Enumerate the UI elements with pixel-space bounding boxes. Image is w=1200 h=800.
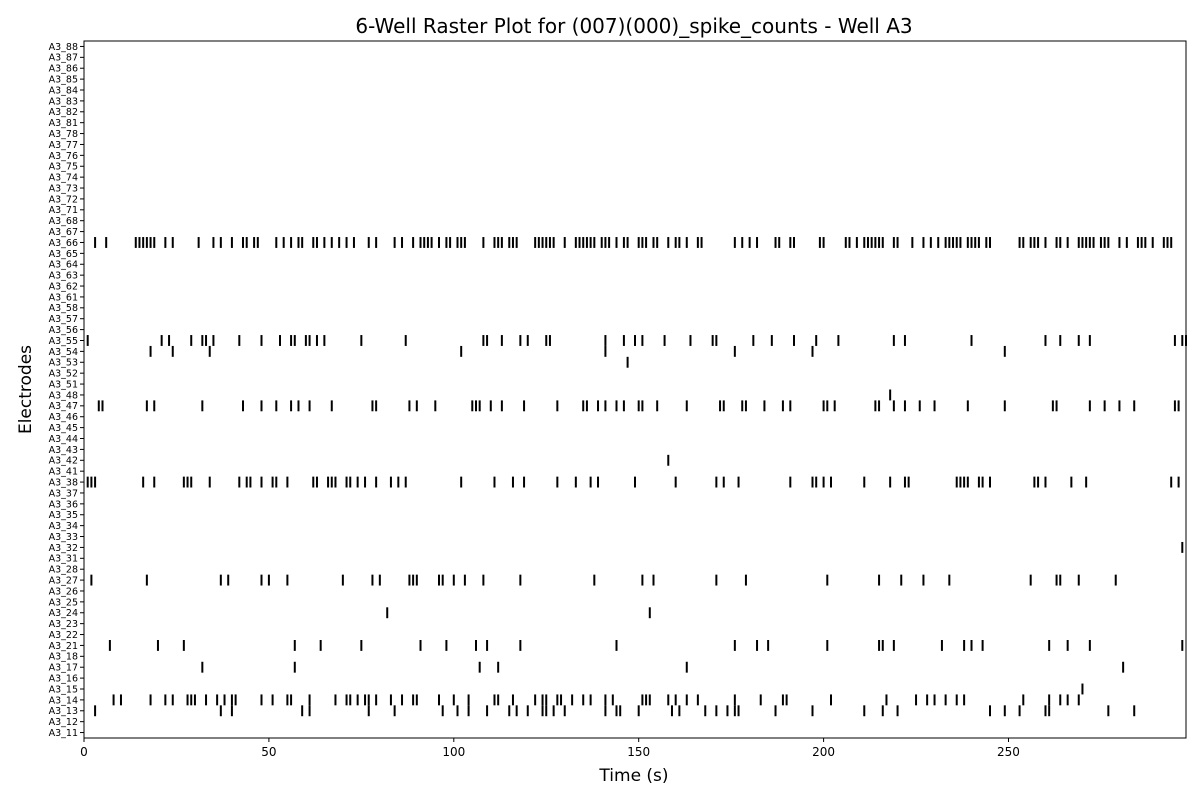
y-tick-label: A3_56 [49, 325, 78, 336]
x-tick-label: 0 [80, 745, 88, 759]
y-tick-label: A3_37 [49, 488, 78, 499]
y-tick-label: A3_62 [49, 281, 78, 292]
y-tick-label: A3_68 [49, 216, 78, 227]
spike-row-a3-17 [201, 661, 1125, 673]
y-tick-label: A3_45 [49, 423, 78, 434]
y-tick-label: A3_31 [49, 554, 78, 565]
spike-row-a3-54 [149, 345, 1006, 357]
y-tick-label: A3_12 [49, 717, 78, 728]
y-tick-label: A3_73 [49, 183, 78, 194]
y-tick-label: A3_14 [49, 695, 78, 706]
y-axis-label: Electrodes [16, 345, 36, 434]
y-tick-label: A3_21 [49, 641, 78, 652]
y-tick-label: A3_66 [49, 238, 78, 249]
y-tick-label: A3_23 [49, 619, 78, 630]
y-tick-label: A3_54 [49, 347, 78, 358]
plot-area [83, 40, 1187, 739]
y-tick-label: A3_77 [49, 140, 78, 151]
y-tick-label: A3_34 [49, 521, 78, 532]
y-tick-label: A3_61 [49, 292, 78, 303]
y-tick-label: A3_63 [49, 271, 78, 282]
x-tick-label: 100 [442, 745, 465, 759]
y-tick-label: A3_78 [49, 129, 78, 140]
y-tick-label: A3_84 [49, 85, 78, 96]
plot-frame [83, 40, 1187, 739]
y-tick-label: A3_52 [49, 369, 78, 380]
y-tick-label: A3_22 [49, 630, 78, 641]
y-tick-label: A3_76 [49, 151, 78, 162]
y-tick-label: A3_51 [49, 379, 78, 390]
y-tick-label: A3_48 [49, 390, 78, 401]
x-tick-label: 200 [812, 745, 835, 759]
y-tick-label: A3_35 [49, 510, 78, 521]
y-tick-label: A3_58 [49, 303, 78, 314]
y-tick-label: A3_13 [49, 706, 78, 717]
y-tick-label: A3_25 [49, 597, 78, 608]
y-tick-label: A3_65 [49, 249, 78, 260]
y-tick-label: A3_46 [49, 412, 78, 423]
y-tick-label: A3_32 [49, 543, 78, 554]
y-tick-label: A3_11 [49, 728, 78, 739]
y-tick-label: A3_17 [49, 663, 78, 674]
y-tick-label: A3_71 [49, 205, 78, 216]
spike-row-a3-55 [86, 335, 1187, 346]
y-tick-label: A3_81 [49, 118, 78, 129]
spike-row-a3-47 [97, 400, 1180, 412]
y-tick-label: A3_43 [49, 445, 78, 456]
y-tick-label: A3_36 [49, 499, 78, 510]
y-tick-label: A3_44 [49, 434, 78, 445]
y-tick-label: A3_18 [49, 652, 78, 663]
y-tick-label: A3_75 [49, 162, 78, 173]
x-axis: 0 50 100 150 200 250 [80, 738, 1020, 759]
y-tick-label: A3_33 [49, 532, 78, 543]
y-tick-label: A3_27 [49, 575, 78, 586]
y-tick-label: A3_72 [49, 194, 78, 205]
y-tick-label: A3_28 [49, 565, 78, 576]
y-tick-label: A3_53 [49, 358, 78, 369]
spike-layer [86, 237, 1187, 717]
y-tick-label: A3_41 [49, 467, 78, 478]
y-tick-label: A3_67 [49, 227, 78, 238]
y-axis: A3_11A3_12A3_13A3_14A3_15A3_16A3_17A3_18… [49, 42, 84, 739]
spike-row-a3-38 [86, 476, 1180, 488]
spike-row-a3-66 [94, 237, 1173, 248]
x-tick-label: 150 [627, 745, 650, 759]
y-tick-label: A3_82 [49, 107, 78, 118]
spike-row-a3-14 [112, 694, 1080, 706]
spike-row-a3-27 [90, 574, 1117, 586]
y-tick-label: A3_87 [49, 53, 78, 64]
chart-title: 6-Well Raster Plot for (007)(000)_spike_… [355, 14, 912, 38]
spike-row-a3-21 [108, 639, 1184, 651]
y-tick-label: A3_88 [49, 42, 78, 53]
y-tick-label: A3_16 [49, 674, 78, 685]
y-tick-label: A3_57 [49, 314, 78, 325]
y-tick-label: A3_64 [49, 260, 78, 271]
x-axis-label: Time (s) [598, 766, 668, 786]
y-tick-label: A3_85 [49, 75, 78, 86]
y-tick-label: A3_55 [49, 336, 78, 347]
y-tick-label: A3_86 [49, 64, 78, 75]
y-tick-label: A3_26 [49, 586, 78, 597]
x-tick-label: 250 [997, 745, 1020, 759]
x-tick-label: 50 [261, 745, 276, 759]
y-tick-label: A3_38 [49, 477, 78, 488]
y-tick-label: A3_47 [49, 401, 78, 412]
y-tick-label: A3_24 [49, 608, 78, 619]
y-tick-label: A3_74 [49, 173, 78, 184]
spike-row-a3-13 [94, 705, 1136, 717]
y-tick-label: A3_83 [49, 96, 78, 107]
spike-row-a3-24 [386, 607, 651, 619]
y-tick-label: A3_42 [49, 456, 78, 467]
y-tick-label: A3_15 [49, 684, 78, 695]
